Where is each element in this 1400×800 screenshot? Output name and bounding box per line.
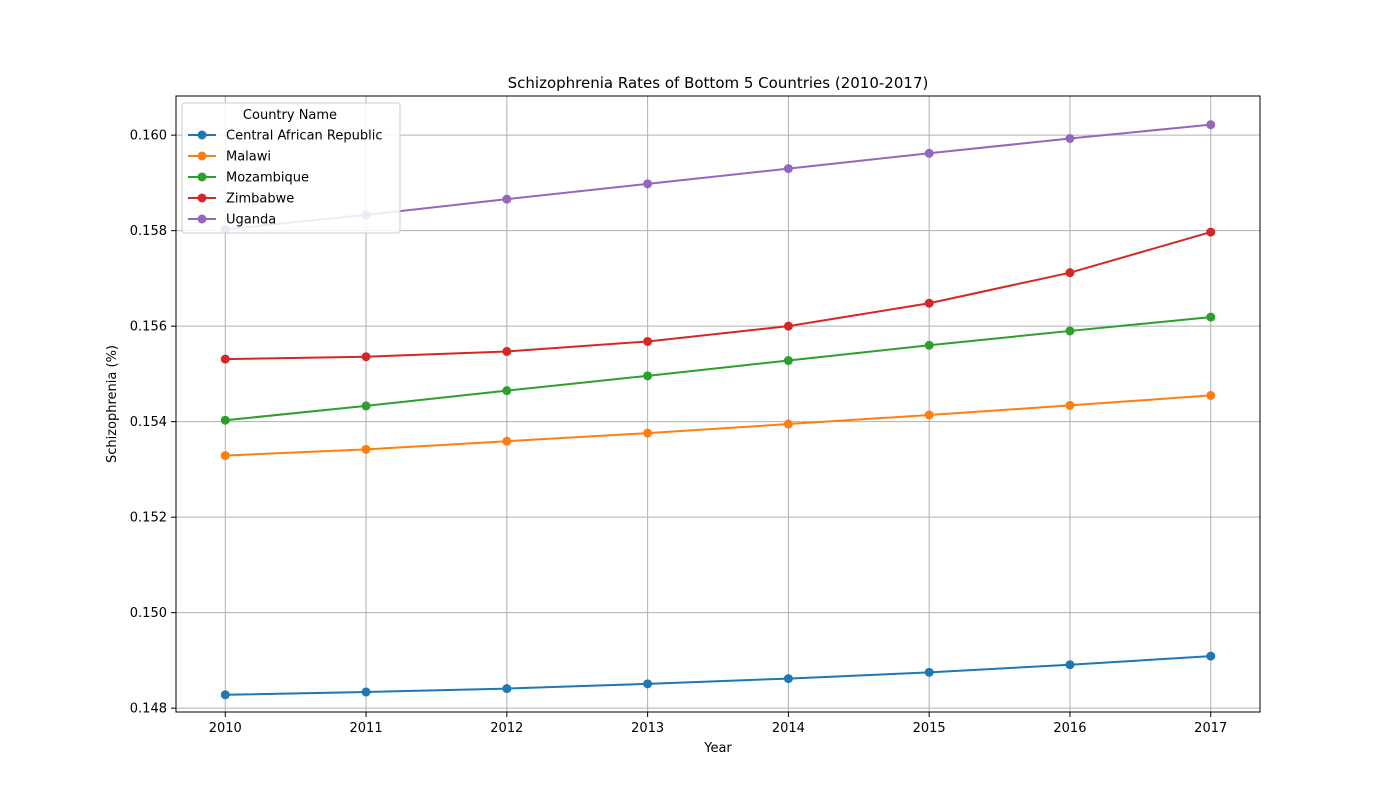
data-point-uganda <box>783 164 793 174</box>
x-axis-label: Year <box>703 741 732 756</box>
data-point-malawi <box>643 428 653 438</box>
legend-box <box>181 102 401 234</box>
data-point-mozambique <box>783 356 793 366</box>
series-line-mozambique <box>225 316 1211 422</box>
y-tick-label: 0.154 <box>130 415 167 430</box>
legend-entry-zimbabwe: Zimbabwe <box>188 192 294 207</box>
data-point-malawi <box>783 419 793 429</box>
x-tick-label: 2010 <box>209 721 242 736</box>
data-point-central-african-republic <box>1065 660 1075 670</box>
legend-entry-mozambique: Mozambique <box>188 171 309 186</box>
legend-entry-malawi: Malawi <box>188 150 271 165</box>
series-central-african-republic <box>220 651 1216 700</box>
data-point-mozambique <box>643 371 653 381</box>
data-point-malawi <box>502 436 512 446</box>
legend-label: Mozambique <box>226 171 309 186</box>
data-point-mozambique <box>1065 326 1075 336</box>
data-point-malawi <box>220 451 230 461</box>
y-tick-label: 0.152 <box>130 511 167 526</box>
data-point-zimbabwe <box>1065 268 1075 278</box>
legend: Country Name Central African Republic Mal… <box>181 102 401 234</box>
x-tick-label: 2013 <box>631 721 664 736</box>
data-point-central-african-republic <box>1206 651 1216 661</box>
series-line-central-african-republic <box>225 655 1211 696</box>
legend-marker-swatch <box>197 193 207 203</box>
y-axis-label: Schizophrenia (%) <box>105 345 120 463</box>
y-tick-label: 0.160 <box>130 129 167 144</box>
x-tick-label: 2011 <box>350 721 383 736</box>
x-axis-ticks: 2010 2011 2012 2013 2014 2015 2016 2017 <box>209 712 1227 736</box>
plot-area-frame <box>175 95 1261 713</box>
series-line-malawi <box>225 394 1211 457</box>
data-point-zimbabwe <box>783 321 793 331</box>
data-point-central-african-republic <box>783 674 793 684</box>
data-point-uganda <box>643 179 653 189</box>
legend-marker-swatch <box>197 130 207 140</box>
data-point-uganda <box>924 148 934 158</box>
legend-entry-uganda: Uganda <box>188 213 276 228</box>
data-point-malawi <box>924 410 934 420</box>
data-point-central-african-republic <box>643 679 653 689</box>
y-tick-label: 0.156 <box>130 320 167 335</box>
series-malawi <box>220 390 1216 461</box>
x-tick-label: 2014 <box>772 721 805 736</box>
data-point-malawi <box>1065 400 1075 410</box>
legend-marker-swatch <box>197 172 207 182</box>
legend-label: Malawi <box>226 150 271 165</box>
legend-label: Central African Republic <box>226 129 382 144</box>
data-point-central-african-republic <box>361 687 371 697</box>
y-tick-label: 0.158 <box>130 224 167 239</box>
data-point-zimbabwe <box>502 346 512 356</box>
x-tick-label: 2016 <box>1053 721 1086 736</box>
data-point-central-african-republic <box>502 684 512 694</box>
grid <box>176 96 1260 712</box>
data-point-zimbabwe <box>361 352 371 362</box>
data-point-malawi <box>361 444 371 454</box>
chart-title: Schizophrenia Rates of Bottom 5 Countrie… <box>508 74 929 92</box>
legend-title: Country Name <box>243 108 337 123</box>
data-point-mozambique <box>924 340 934 350</box>
y-tick-label: 0.150 <box>130 606 167 621</box>
series-line-zimbabwe <box>225 231 1212 361</box>
data-point-mozambique <box>502 386 512 396</box>
data-point-central-african-republic <box>924 667 934 677</box>
series-mozambique <box>220 312 1216 425</box>
data-point-zimbabwe <box>924 298 934 308</box>
data-point-uganda <box>1206 120 1216 130</box>
legend-marker-swatch <box>197 214 207 224</box>
x-tick-label: 2015 <box>913 721 946 736</box>
y-tick-label: 0.148 <box>130 702 167 717</box>
series-zimbabwe <box>220 227 1216 364</box>
x-tick-label: 2012 <box>490 721 523 736</box>
data-point-zimbabwe <box>643 336 653 346</box>
data-point-zimbabwe <box>220 354 230 364</box>
legend-entry-central-african-republic: Central African Republic <box>188 129 382 144</box>
data-point-mozambique <box>1206 312 1216 322</box>
data-point-mozambique <box>220 415 230 425</box>
data-point-malawi <box>1206 390 1216 400</box>
data-point-zimbabwe <box>1206 227 1216 237</box>
x-tick-label: 2017 <box>1194 721 1227 736</box>
legend-label: Uganda <box>226 213 276 228</box>
y-axis-ticks: 0.148 0.150 0.152 0.154 0.156 0.158 0.160 <box>130 129 176 717</box>
data-point-central-african-republic <box>220 690 230 700</box>
data-point-mozambique <box>361 401 371 411</box>
data-point-uganda <box>1065 133 1075 143</box>
legend-marker-swatch <box>197 151 207 161</box>
data-point-uganda <box>502 194 512 204</box>
legend-label: Zimbabwe <box>226 192 294 207</box>
